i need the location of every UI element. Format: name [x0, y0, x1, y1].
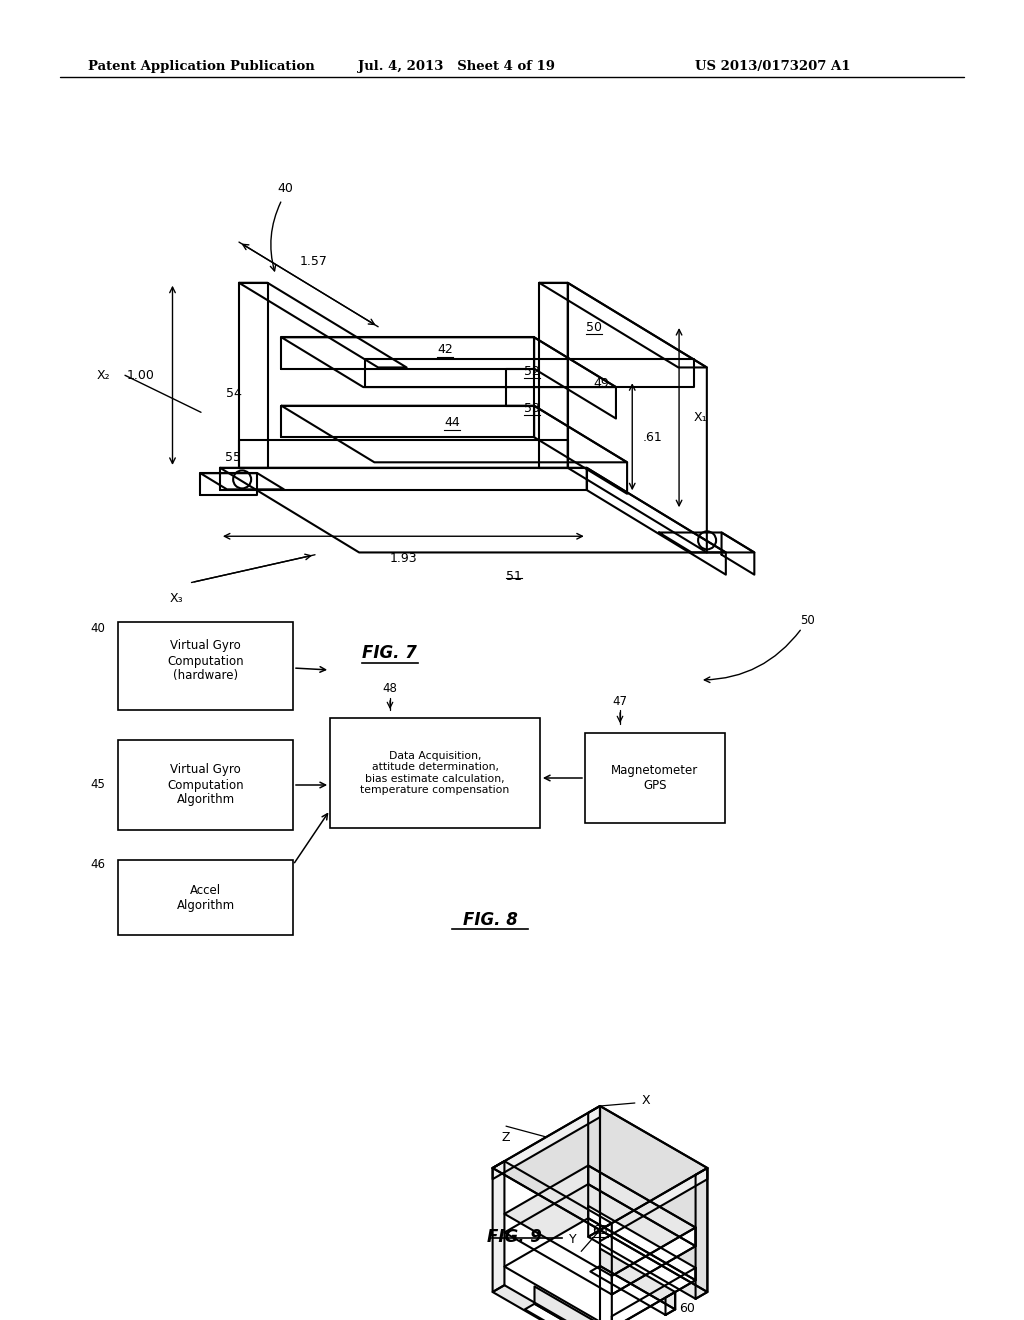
Text: 63: 63	[592, 1224, 608, 1237]
Polygon shape	[600, 1224, 611, 1320]
Polygon shape	[505, 1166, 695, 1276]
Polygon shape	[695, 1168, 708, 1299]
Text: 53: 53	[524, 401, 540, 414]
Text: Virtual Gyro
Computation
Algorithm: Virtual Gyro Computation Algorithm	[167, 763, 244, 807]
Text: 42: 42	[437, 343, 453, 356]
Polygon shape	[505, 1184, 695, 1295]
Text: X₃: X₃	[170, 593, 183, 606]
Text: 50: 50	[586, 321, 602, 334]
Bar	[118, 861, 293, 935]
Bar	[118, 622, 293, 710]
Polygon shape	[201, 473, 257, 495]
Text: 1.00: 1.00	[126, 368, 155, 381]
Polygon shape	[540, 282, 707, 367]
Text: 54: 54	[225, 387, 242, 400]
Polygon shape	[600, 1106, 708, 1292]
Polygon shape	[220, 467, 726, 553]
Text: FIG. 8: FIG. 8	[463, 911, 517, 929]
Polygon shape	[658, 532, 755, 553]
Polygon shape	[282, 338, 535, 368]
Polygon shape	[239, 282, 407, 367]
Polygon shape	[588, 1230, 708, 1299]
Text: 60: 60	[680, 1302, 695, 1315]
Polygon shape	[611, 1228, 695, 1295]
Text: 1.93: 1.93	[389, 552, 417, 565]
Polygon shape	[282, 338, 616, 387]
Polygon shape	[600, 1168, 708, 1241]
Text: .61: .61	[643, 432, 663, 445]
Text: 44: 44	[444, 416, 460, 429]
Polygon shape	[493, 1106, 708, 1230]
Polygon shape	[588, 1166, 695, 1246]
Polygon shape	[282, 405, 627, 462]
Text: X₂: X₂	[96, 368, 110, 381]
Text: 55: 55	[225, 451, 242, 465]
Polygon shape	[493, 1106, 600, 1179]
Polygon shape	[590, 1266, 675, 1315]
Text: FIG. 9: FIG. 9	[486, 1229, 542, 1246]
Polygon shape	[611, 1267, 695, 1320]
Text: 46: 46	[90, 858, 105, 871]
Text: 47: 47	[612, 696, 628, 708]
Text: Jul. 4, 2013   Sheet 4 of 19: Jul. 4, 2013 Sheet 4 of 19	[358, 59, 555, 73]
Polygon shape	[666, 1292, 675, 1315]
Polygon shape	[540, 282, 567, 467]
Text: 49: 49	[593, 378, 609, 391]
Polygon shape	[493, 1286, 611, 1320]
Polygon shape	[535, 338, 616, 418]
Text: US 2013/0173207 A1: US 2013/0173207 A1	[695, 59, 851, 73]
Text: 40: 40	[278, 182, 293, 194]
Text: Z: Z	[502, 1131, 510, 1144]
Polygon shape	[239, 440, 567, 467]
Text: X: X	[642, 1094, 650, 1107]
Polygon shape	[506, 368, 535, 405]
Text: 52: 52	[524, 364, 540, 378]
Polygon shape	[722, 532, 755, 574]
Text: Data Acquisition,
attitude determination,
bias estimate calculation,
temperature: Data Acquisition, attitude determination…	[360, 751, 510, 796]
Polygon shape	[567, 282, 707, 553]
Polygon shape	[588, 1106, 600, 1237]
Bar	[118, 741, 293, 830]
Polygon shape	[535, 405, 627, 494]
Polygon shape	[600, 1249, 675, 1309]
Polygon shape	[525, 1304, 609, 1320]
Polygon shape	[239, 282, 267, 467]
Text: 40: 40	[90, 622, 105, 635]
Text: 50: 50	[800, 614, 815, 627]
Text: 1.57: 1.57	[300, 255, 328, 268]
Text: Virtual Gyro
Computation
(hardware): Virtual Gyro Computation (hardware)	[167, 639, 244, 682]
Text: Magnetometer
GPS: Magnetometer GPS	[611, 764, 698, 792]
Text: X₁: X₁	[693, 411, 708, 424]
Polygon shape	[493, 1162, 505, 1292]
Polygon shape	[505, 1218, 695, 1320]
Text: Y: Y	[568, 1233, 577, 1246]
Text: Accel
Algorithm: Accel Algorithm	[176, 883, 234, 912]
Text: 45: 45	[90, 779, 105, 792]
Polygon shape	[493, 1162, 611, 1230]
Polygon shape	[535, 1287, 609, 1320]
Polygon shape	[365, 359, 693, 387]
Bar	[585, 733, 725, 822]
Polygon shape	[587, 467, 726, 574]
Text: 48: 48	[383, 682, 397, 696]
Polygon shape	[201, 473, 284, 490]
Polygon shape	[282, 405, 535, 437]
Text: 51: 51	[506, 570, 521, 583]
Text: Patent Application Publication: Patent Application Publication	[88, 59, 314, 73]
Polygon shape	[220, 467, 587, 490]
Polygon shape	[588, 1206, 695, 1280]
Bar	[330, 718, 540, 828]
Text: FIG. 7: FIG. 7	[362, 644, 417, 663]
